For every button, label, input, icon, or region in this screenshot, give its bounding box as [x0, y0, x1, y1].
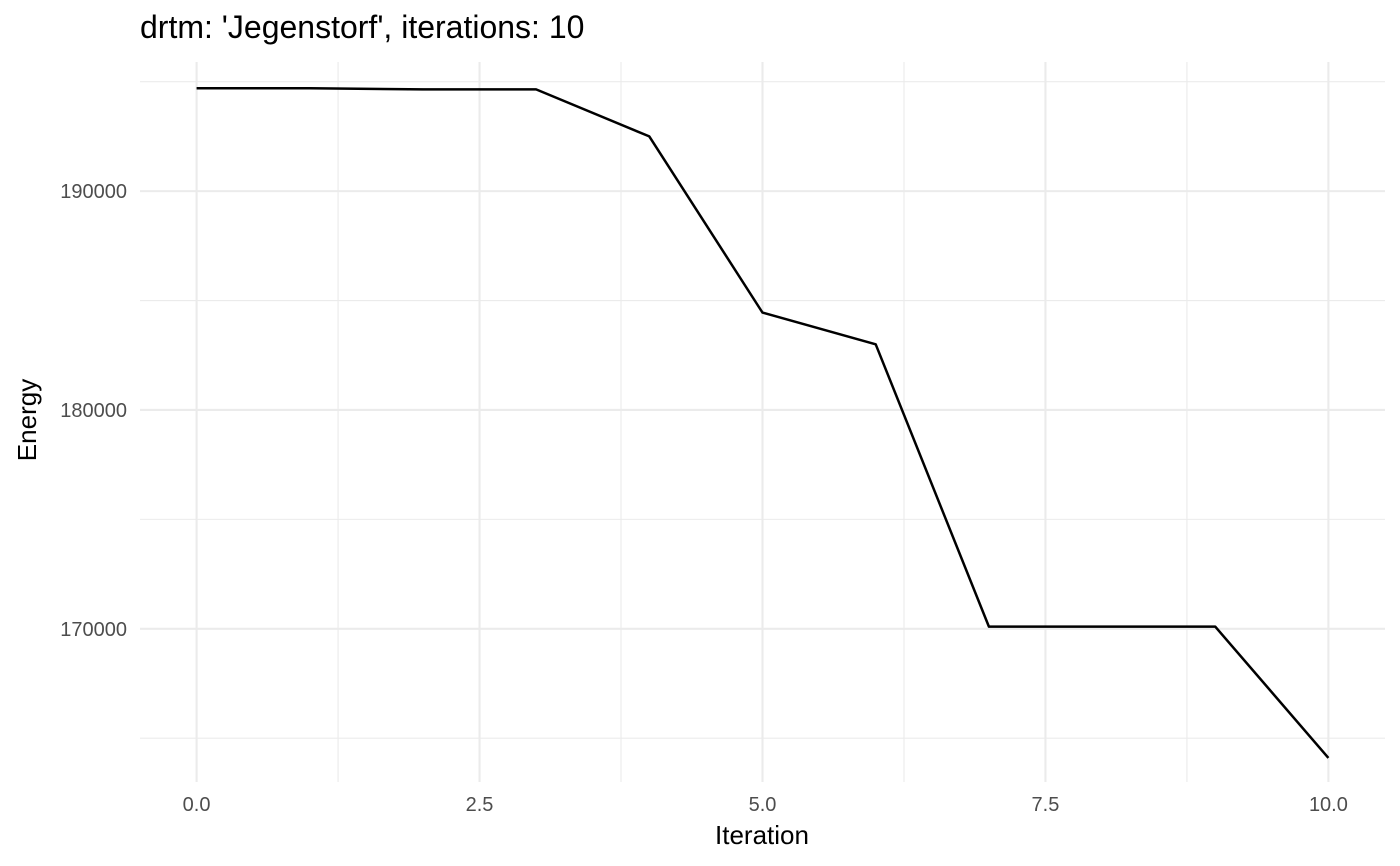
- x-axis-tick-labels: 0.0 2.5 5.0 7.5 10.0: [183, 794, 1348, 816]
- y-tick-label: 190000: [60, 181, 127, 203]
- x-tick-label: 5.0: [749, 794, 777, 816]
- energy-series-line: [196, 87, 1330, 759]
- y-tick-label: 170000: [60, 619, 127, 641]
- x-tick-label: 7.5: [1032, 794, 1060, 816]
- chart-title: drtm: 'Jegenstorf', iterations: 10: [140, 9, 584, 45]
- data-series: [196, 87, 1330, 759]
- x-tick-label: 10.0: [1309, 794, 1348, 816]
- major-gridlines: [140, 62, 1385, 782]
- y-axis-tick-labels: 170000 180000 190000: [60, 181, 127, 641]
- x-tick-label: 2.5: [466, 794, 494, 816]
- x-axis-title: Iteration: [715, 820, 809, 850]
- y-tick-label: 180000: [60, 400, 127, 422]
- x-tick-label: 0.0: [183, 794, 211, 816]
- y-axis-title: Energy: [12, 379, 42, 461]
